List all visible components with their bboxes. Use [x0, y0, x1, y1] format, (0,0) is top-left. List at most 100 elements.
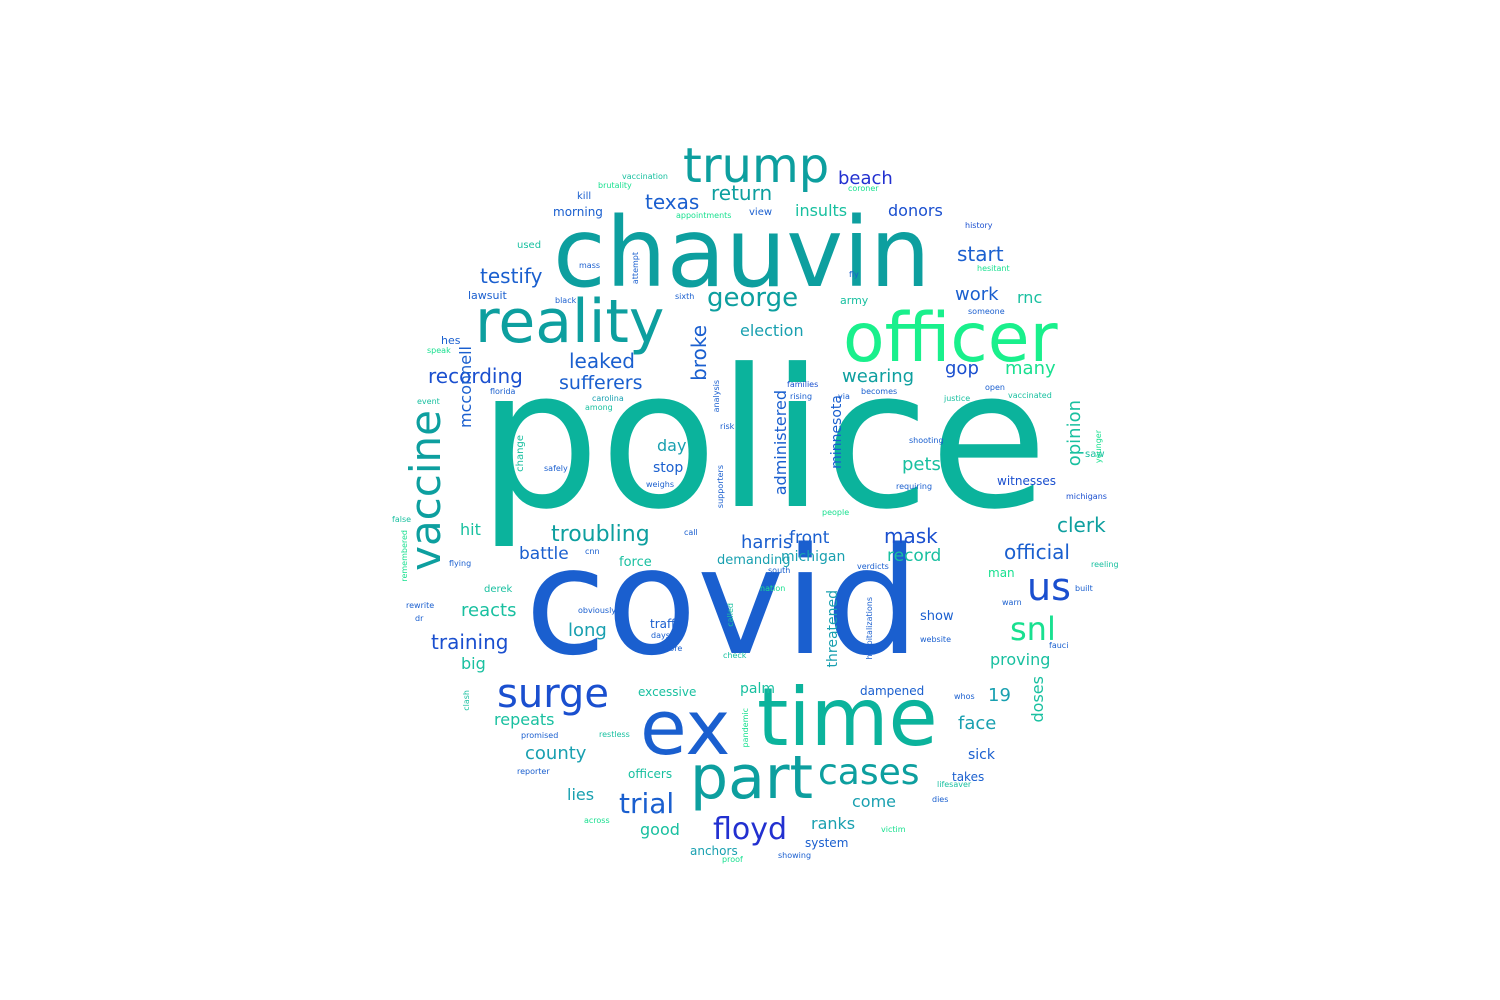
word-front: front [789, 528, 830, 548]
word-pandemic: pandemic [741, 708, 750, 748]
word-appointments: appointments [676, 211, 732, 220]
word-supporters: supporters [716, 465, 725, 509]
word-hospitalizations: hospitalizations [865, 597, 874, 660]
word-attempt: attempt [631, 252, 640, 285]
word-time: time [757, 671, 938, 764]
word-doses: doses [1028, 676, 1047, 723]
word-army: army [840, 294, 869, 307]
word-becomes: becomes [861, 387, 898, 396]
word-vaccinated: vaccinated [1008, 391, 1052, 400]
word-carolina: carolina [592, 394, 624, 403]
word-black: black [555, 296, 577, 305]
word-store: store [662, 644, 683, 653]
word-sick: sick [968, 747, 995, 763]
word-whos: whos [954, 692, 975, 701]
word-harris: harris [741, 532, 793, 553]
word-trial: trial [619, 787, 675, 820]
word-insults: insults [795, 201, 848, 220]
word-coroner: coroner [848, 184, 879, 193]
word-nation: nation [760, 584, 786, 593]
word-among: among [585, 403, 613, 412]
word-face: face [958, 713, 997, 734]
word-built: built [1075, 584, 1093, 593]
word-morning: morning [553, 205, 603, 219]
word-flying: flying [449, 559, 472, 568]
word-mcconnell: mcconnell [456, 346, 475, 428]
word-rewrite: rewrite [406, 601, 435, 610]
word-lawsuit: lawsuit [468, 289, 507, 302]
word-recording: recording [428, 364, 523, 388]
word-speak: speak [427, 346, 451, 355]
word-anchors: anchors [690, 844, 738, 858]
word-ex: ex [640, 683, 731, 772]
word-victim: victim [881, 825, 906, 834]
word-reacts: reacts [461, 600, 517, 621]
word-florida: florida [490, 387, 516, 396]
word-event: event [417, 397, 440, 406]
word-ranks: ranks [811, 814, 856, 833]
word-leaked: leaked [569, 349, 635, 373]
word-proving: proving [990, 650, 1051, 669]
word-warn: warn [1002, 598, 1022, 607]
word-system: system [805, 836, 849, 850]
word-reporter: reporter [517, 767, 550, 776]
word-come: come [852, 792, 897, 811]
word-official: official [1004, 540, 1070, 564]
word-big: big [461, 654, 486, 673]
word-excessive: excessive [638, 685, 697, 699]
word-safely: safely [544, 464, 568, 473]
word-troubling: troubling [551, 522, 650, 547]
word-obviously: obviously [578, 606, 617, 615]
word-verdicts: verdicts [857, 562, 889, 571]
word-19: 19 [988, 685, 1011, 706]
word-force: force [619, 555, 652, 570]
word-reality: reality [475, 287, 665, 357]
word-south: south [768, 566, 791, 575]
word-day: day [657, 436, 687, 455]
word-clash: clash [462, 690, 471, 711]
word-minnesota: minnesota [829, 395, 845, 469]
word-shooting: shooting [909, 436, 944, 445]
word-rnc: rnc [1017, 288, 1043, 307]
word-administered: administered [771, 390, 790, 496]
word-restless: restless [599, 730, 630, 739]
word-via: via [838, 392, 850, 401]
word-work: work [955, 284, 999, 305]
word-families: families [787, 380, 819, 389]
word-part: part [690, 743, 814, 813]
word-broke: broke [687, 325, 711, 381]
word-kill: kill [577, 191, 592, 202]
word-good: good [640, 820, 680, 839]
word-fly: fly [849, 270, 859, 279]
word-michigans: michigans [1066, 492, 1107, 501]
word-training: training [431, 630, 509, 654]
word-called: called [726, 603, 735, 627]
word-sixth: sixth [675, 292, 695, 301]
word-witnesses: witnesses [997, 474, 1056, 488]
word-remembered: remembered [400, 530, 409, 582]
word-hit: hit [460, 520, 481, 539]
word-used: used [517, 240, 542, 251]
word-lifesaver: lifesaver [937, 780, 972, 789]
word-weighs: weighs [646, 480, 675, 489]
word-rising: rising [790, 392, 813, 401]
word-dr: dr [415, 614, 424, 623]
word-floyd: floyd [713, 812, 788, 847]
word-cases: cases [818, 752, 920, 793]
word-dampened: dampened [860, 684, 925, 698]
word-demanding: demanding [717, 553, 791, 568]
word-long: long [568, 620, 607, 641]
word-man: man [988, 566, 1015, 580]
word-officers: officers [628, 767, 673, 781]
word-opinion: opinion [1064, 400, 1085, 467]
word-dies: dies [932, 795, 949, 804]
word-election: election [740, 321, 804, 340]
word-snl: snl [1010, 610, 1056, 648]
word-reeling: reeling [1091, 560, 1119, 569]
word-start: start [957, 242, 1004, 266]
word-change: change [515, 435, 526, 472]
word-many: many [1005, 358, 1056, 379]
word-clerk: clerk [1057, 513, 1106, 537]
word-younger: younger [1094, 430, 1103, 464]
word-saw: saw [1085, 449, 1105, 460]
